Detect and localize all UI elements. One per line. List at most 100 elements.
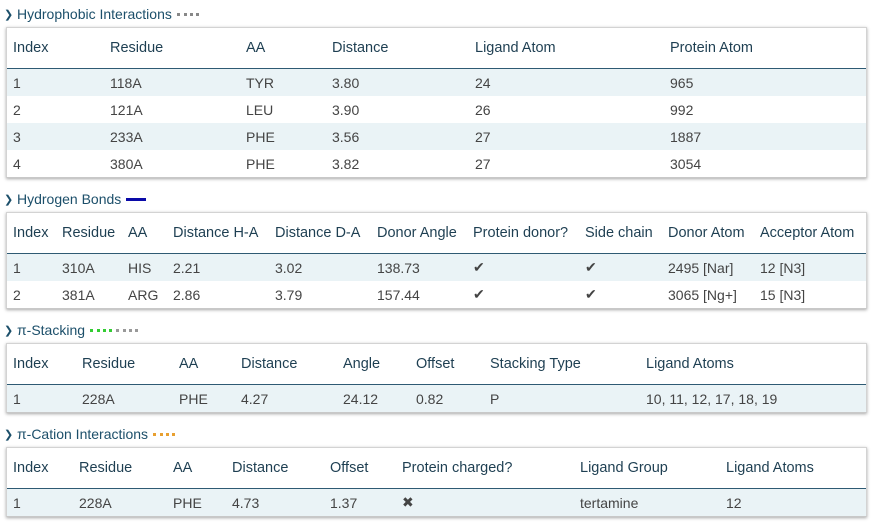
col-header: Stacking Type	[490, 356, 581, 372]
table-row: 1 228A PHE 4.73 1.37 ✖ tertamine 12	[7, 489, 866, 516]
cell-index: 1	[13, 494, 21, 511]
check-icon: ✔	[585, 286, 597, 302]
col-header: Ligand Atom	[475, 40, 556, 56]
cell-aa: HIS	[128, 259, 152, 276]
cell-distance-ha: 2.21	[173, 259, 201, 276]
cell-distance-da: 3.79	[275, 286, 303, 303]
col-header: Residue	[79, 460, 133, 476]
col-header: Offset	[416, 356, 455, 372]
cell-donor-atom: 3065 [Ng+]	[668, 286, 737, 303]
pistacking-legend	[90, 328, 139, 332]
cell-index: 4	[13, 155, 21, 172]
table-header-row: Index Residue AA Distance Offset Protein…	[7, 448, 866, 489]
cell-ligand-atoms: 12	[726, 494, 742, 511]
cell-offset: 1.37	[330, 494, 358, 511]
pistacking-table: Index Residue AA Distance Angle Offset S…	[6, 343, 867, 413]
cell-distance: 4.73	[232, 494, 260, 511]
chevron-down-icon[interactable]: ❯	[4, 8, 14, 21]
table-row: 2 121A LEU 3.90 26 992	[7, 96, 866, 123]
cell-distance-ha: 2.86	[173, 286, 201, 303]
pication-title: π-Cation Interactions	[17, 426, 149, 442]
table-header-row: Index Residue AA Distance Angle Offset S…	[7, 344, 866, 385]
col-header: Ligand Atoms	[646, 356, 734, 372]
cell-residue: 228A	[79, 494, 112, 511]
cell-distance: 3.82	[332, 155, 360, 172]
col-header: Acceptor Atom	[760, 225, 855, 241]
col-header: Index	[13, 225, 49, 241]
cell-acceptor-atom: 15 [N3]	[760, 286, 806, 303]
cell-ligand-atom: 27	[475, 128, 491, 145]
check-icon: ✔	[585, 259, 597, 275]
hydrophobic-table: Index Residue AA Distance Ligand Atom Pr…	[6, 27, 867, 178]
col-header: Protein donor?	[473, 225, 569, 241]
check-icon: ✔	[473, 259, 485, 275]
cell-protein-atom: 1887	[670, 128, 702, 145]
pication-header[interactable]: ❯ π-Cation Interactions	[4, 424, 176, 444]
pication-legend	[153, 432, 176, 436]
table-header-row: Index Residue AA Distance H-A Distance D…	[7, 213, 866, 254]
cell-residue: 380A	[110, 155, 143, 172]
cell-aa: TYR	[246, 74, 274, 91]
cross-icon: ✖	[402, 494, 414, 510]
col-header: Distance	[232, 460, 289, 476]
chevron-down-icon[interactable]: ❯	[4, 324, 14, 337]
col-header: Side chain	[585, 225, 653, 241]
cell-distance-da: 3.02	[275, 259, 303, 276]
hbonds-table: Index Residue AA Distance H-A Distance D…	[6, 212, 867, 309]
col-header: Protein Atom	[670, 40, 754, 56]
table-row: 1 310A HIS 2.21 3.02 138.73 ✔ ✔ 2495 [Na…	[7, 254, 866, 281]
table-header-row: Index Residue AA Distance Ligand Atom Pr…	[7, 28, 866, 69]
col-header: Residue	[110, 40, 164, 56]
col-header: Index	[13, 356, 49, 372]
check-icon: ✔	[473, 286, 485, 302]
cell-aa: PHE	[246, 155, 275, 172]
cell-index: 1	[13, 74, 21, 91]
cell-distance: 3.56	[332, 128, 360, 145]
table-row: 1 228A PHE 4.27 24.12 0.82 P 10, 11, 12,…	[7, 385, 866, 412]
cell-residue: 233A	[110, 128, 143, 145]
cell-index: 1	[13, 259, 21, 276]
col-header: Donor Angle	[377, 225, 457, 241]
col-header: AA	[246, 40, 266, 56]
hbonds-header[interactable]: ❯ Hydrogen Bonds	[4, 189, 147, 209]
cell-protein-atom: 992	[670, 101, 694, 118]
cell-angle: 24.12	[343, 390, 379, 407]
dotted-line-icon	[90, 328, 113, 332]
table-row: 1 118A TYR 3.80 24 965	[7, 69, 866, 96]
cell-donor-angle: 157.44	[377, 286, 420, 303]
hydrophobic-header[interactable]: ❯ Hydrophobic Interactions	[4, 4, 199, 24]
chevron-down-icon[interactable]: ❯	[4, 193, 14, 206]
col-header: Donor Atom	[668, 225, 745, 241]
col-header: Ligand Atoms	[726, 460, 814, 476]
cell-index: 1	[13, 390, 21, 407]
cell-ligand-atom: 27	[475, 155, 491, 172]
cell-ligand-atom: 24	[475, 74, 491, 91]
cell-aa: ARG	[128, 286, 159, 303]
pistacking-header[interactable]: ❯ π-Stacking	[4, 320, 139, 340]
pication-table: Index Residue AA Distance Offset Protein…	[6, 447, 867, 517]
col-header: Offset	[330, 460, 369, 476]
table-row: 2 381A ARG 2.86 3.79 157.44 ✔ ✔ 3065 [Ng…	[7, 281, 866, 308]
cell-donor-atom: 2495 [Nar]	[668, 259, 734, 276]
chevron-down-icon[interactable]: ❯	[4, 428, 14, 441]
cell-residue: 121A	[110, 101, 143, 118]
col-header: Ligand Group	[580, 460, 668, 476]
cell-ligand-atom: 26	[475, 101, 491, 118]
cell-distance: 3.80	[332, 74, 360, 91]
hbonds-title: Hydrogen Bonds	[17, 191, 122, 207]
cell-protein-atom: 3054	[670, 155, 702, 172]
col-header: AA	[173, 460, 193, 476]
dotted-line-icon	[153, 432, 176, 436]
table-row: 3 233A PHE 3.56 27 1887	[7, 123, 866, 150]
col-header: Residue	[82, 356, 136, 372]
cell-aa: PHE	[246, 128, 275, 145]
cell-donor-angle: 138.73	[377, 259, 420, 276]
col-header: Index	[13, 40, 49, 56]
cell-distance: 4.27	[241, 390, 269, 407]
col-header: Index	[13, 460, 49, 476]
cell-ligand-atoms: 10, 11, 12, 17, 18, 19	[646, 390, 778, 407]
cell-residue: 381A	[62, 286, 95, 303]
cell-index: 3	[13, 128, 21, 145]
dotted-line-icon	[176, 12, 199, 16]
col-header: AA	[179, 356, 199, 372]
